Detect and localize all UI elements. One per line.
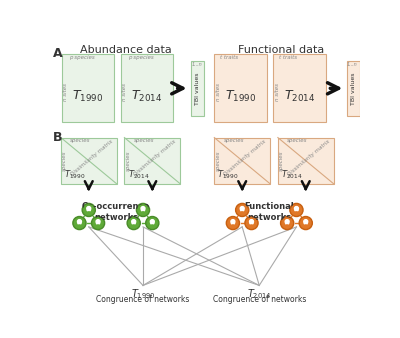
Circle shape	[250, 220, 254, 223]
Text: p species: p species	[128, 55, 154, 60]
Text: $T_{2014}$: $T_{2014}$	[131, 89, 162, 104]
Circle shape	[138, 205, 148, 215]
Bar	[191, 61, 204, 116]
Circle shape	[280, 217, 294, 230]
Bar	[61, 138, 117, 184]
Circle shape	[236, 203, 249, 217]
Bar	[214, 138, 270, 184]
Text: n sites: n sites	[63, 83, 68, 101]
Text: species: species	[224, 138, 244, 143]
Circle shape	[299, 217, 312, 230]
Text: Dissimilarity matrix: Dissimilarity matrix	[70, 139, 114, 177]
Text: 1...n: 1...n	[347, 62, 358, 67]
Text: species: species	[216, 150, 221, 171]
Text: species: species	[287, 138, 308, 143]
Circle shape	[146, 217, 159, 230]
Circle shape	[73, 217, 86, 230]
Text: $T_{1990}$: $T_{1990}$	[225, 89, 256, 104]
Bar	[124, 138, 180, 184]
Circle shape	[150, 220, 154, 223]
Text: t traits: t traits	[220, 55, 239, 60]
Bar	[214, 54, 267, 122]
Circle shape	[87, 207, 91, 211]
Circle shape	[127, 217, 140, 230]
Text: TBI values: TBI values	[351, 72, 356, 104]
Text: p species: p species	[69, 55, 95, 60]
Text: B: B	[53, 131, 62, 144]
Circle shape	[128, 218, 139, 228]
Text: $T_{1990}$: $T_{1990}$	[64, 169, 86, 182]
Bar	[273, 54, 326, 122]
Text: species: species	[279, 150, 284, 171]
Text: t traits: t traits	[279, 55, 298, 60]
Circle shape	[304, 220, 308, 223]
Bar	[62, 54, 114, 122]
Text: Dissimilarity matrix: Dissimilarity matrix	[133, 139, 177, 177]
Bar	[120, 54, 173, 122]
Bar	[347, 61, 360, 116]
Circle shape	[74, 218, 84, 228]
Circle shape	[84, 205, 94, 215]
Text: species: species	[62, 150, 67, 171]
Circle shape	[136, 203, 150, 217]
Circle shape	[96, 220, 100, 223]
Text: $T_{1990}$: $T_{1990}$	[130, 287, 156, 301]
Circle shape	[245, 217, 258, 230]
Text: Co-occurrence
networks: Co-occurrence networks	[82, 202, 150, 222]
Circle shape	[132, 220, 136, 223]
Text: 1...n: 1...n	[192, 62, 202, 67]
Text: species: species	[70, 138, 91, 143]
Text: $T_{1990}$: $T_{1990}$	[218, 169, 239, 182]
Circle shape	[92, 217, 105, 230]
Circle shape	[237, 205, 247, 215]
Circle shape	[282, 218, 292, 228]
Circle shape	[141, 207, 145, 211]
Text: $T_{2014}$: $T_{2014}$	[247, 287, 272, 301]
Circle shape	[301, 218, 311, 228]
Circle shape	[246, 218, 257, 228]
Text: $T_{2014}$: $T_{2014}$	[128, 169, 149, 182]
Text: species: species	[126, 150, 131, 171]
Text: n sites: n sites	[216, 83, 221, 101]
Text: Abundance data: Abundance data	[80, 45, 172, 55]
Circle shape	[294, 207, 298, 211]
Text: $T_{2014}$: $T_{2014}$	[281, 169, 303, 182]
Circle shape	[231, 220, 235, 223]
Text: Functional data: Functional data	[238, 45, 324, 55]
Bar	[278, 138, 334, 184]
Circle shape	[240, 207, 244, 211]
Text: TBI values: TBI values	[195, 72, 200, 104]
Text: Dissimilarity matrix: Dissimilarity matrix	[223, 139, 267, 177]
Circle shape	[226, 217, 240, 230]
Text: Congruence of networks: Congruence of networks	[212, 295, 306, 304]
Text: Dissimilarity matrix: Dissimilarity matrix	[286, 139, 331, 177]
Text: Congruence of networks: Congruence of networks	[96, 295, 190, 304]
Text: n sites: n sites	[275, 83, 280, 101]
Circle shape	[228, 218, 238, 228]
Circle shape	[290, 203, 303, 217]
Text: Functional
networks: Functional networks	[244, 202, 294, 222]
Text: n sites: n sites	[122, 83, 127, 101]
Text: $T_{2014}$: $T_{2014}$	[284, 89, 315, 104]
Text: $T_{1990}$: $T_{1990}$	[72, 89, 104, 104]
Circle shape	[147, 218, 158, 228]
Text: species: species	[134, 138, 154, 143]
Circle shape	[291, 205, 302, 215]
Text: A: A	[53, 47, 63, 60]
Circle shape	[78, 220, 82, 223]
Circle shape	[82, 203, 95, 217]
Circle shape	[93, 218, 103, 228]
Circle shape	[285, 220, 289, 223]
